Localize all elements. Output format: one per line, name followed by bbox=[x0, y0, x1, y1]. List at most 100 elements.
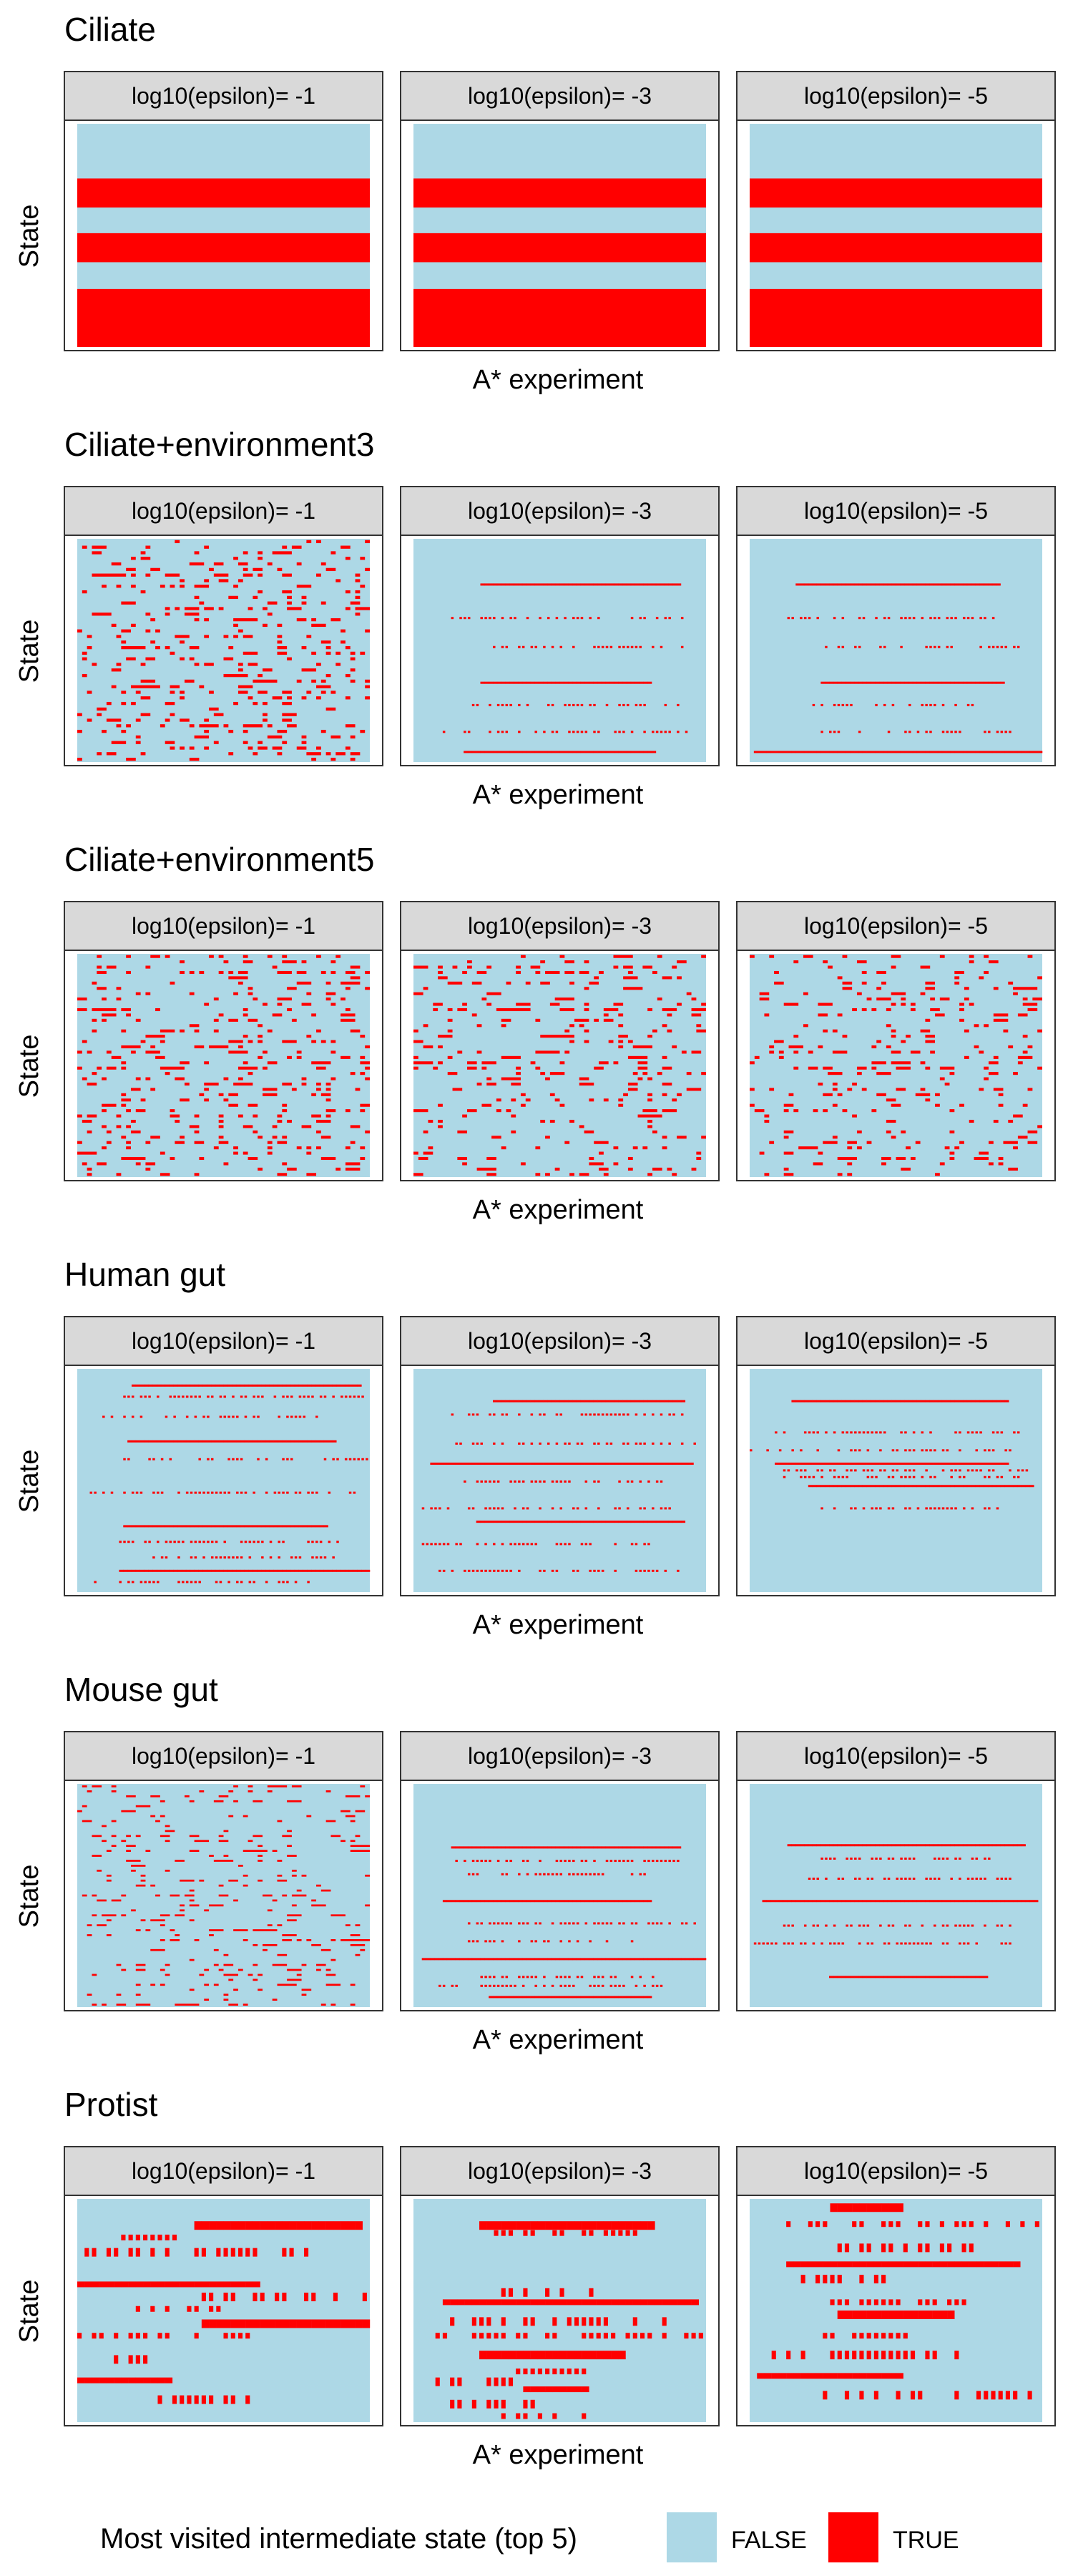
true-cell bbox=[858, 751, 863, 753]
true-cell bbox=[859, 2391, 864, 2400]
facet-strip bbox=[64, 1731, 383, 1781]
true-cell bbox=[97, 752, 102, 756]
true-cell bbox=[82, 657, 87, 660]
true-cell bbox=[925, 731, 928, 733]
true-cell bbox=[534, 1543, 537, 1546]
true-cell bbox=[277, 1002, 283, 1006]
true-cell bbox=[501, 1900, 506, 1903]
true-cell bbox=[516, 965, 521, 969]
true-cell bbox=[514, 1900, 519, 1903]
true-cell bbox=[248, 1525, 253, 1528]
true-cell bbox=[655, 1846, 661, 1849]
true-cell bbox=[912, 1400, 918, 1402]
true-cell bbox=[228, 595, 238, 600]
true-cell bbox=[569, 1173, 574, 1176]
true-cell bbox=[618, 1846, 623, 1849]
true-cell bbox=[966, 617, 970, 620]
true-cell bbox=[830, 2333, 835, 2339]
true-cell bbox=[597, 1463, 602, 1465]
true-cell bbox=[887, 1844, 892, 1847]
true-cell bbox=[576, 1976, 579, 1979]
true-cell bbox=[815, 2275, 820, 2284]
true-cell bbox=[464, 751, 469, 753]
true-cell bbox=[954, 2299, 959, 2306]
true-cell bbox=[833, 751, 838, 753]
true-cell bbox=[584, 1029, 589, 1033]
true-cell bbox=[850, 1976, 855, 1979]
true-cell bbox=[618, 1996, 623, 1999]
true-cell bbox=[989, 960, 999, 964]
true-cell bbox=[647, 1125, 653, 1128]
true-cell bbox=[325, 992, 336, 995]
true-cell bbox=[1013, 1431, 1016, 1434]
true-cell bbox=[145, 1141, 151, 1144]
true-cell bbox=[451, 1413, 454, 1416]
true-cell bbox=[82, 651, 87, 655]
true-cell bbox=[829, 1844, 834, 1847]
true-cell bbox=[841, 1844, 846, 1847]
true-cell bbox=[330, 618, 341, 622]
true-cell bbox=[366, 1569, 371, 1572]
section-title: Human gut bbox=[64, 1256, 225, 1293]
true-cell bbox=[601, 1922, 604, 1925]
true-cell bbox=[680, 1413, 684, 1416]
true-cell bbox=[614, 751, 619, 753]
true-cell bbox=[580, 1900, 585, 1903]
true-cell bbox=[584, 1922, 588, 1925]
true-cell bbox=[626, 1442, 629, 1445]
true-cell bbox=[883, 703, 886, 706]
true-cell bbox=[148, 1384, 153, 1387]
true-cell bbox=[170, 685, 180, 688]
true-cell bbox=[854, 1400, 859, 1402]
true-cell bbox=[218, 1119, 224, 1123]
true-cell bbox=[526, 1543, 529, 1546]
true-cell bbox=[135, 1525, 140, 1528]
true-cell bbox=[336, 1569, 341, 1572]
true-cells bbox=[77, 540, 370, 761]
true-cell bbox=[311, 1114, 321, 1118]
true-cell bbox=[859, 2311, 867, 2319]
true-cell bbox=[261, 1384, 266, 1387]
true-cell bbox=[114, 2333, 119, 2339]
true-cell bbox=[237, 579, 243, 582]
true-cell bbox=[759, 997, 770, 1001]
true-cell bbox=[842, 1035, 848, 1038]
true-cell bbox=[934, 1507, 936, 1510]
true-cell bbox=[360, 1103, 370, 1107]
true-cell bbox=[223, 673, 248, 678]
true-cell bbox=[438, 1103, 443, 1107]
true-cell bbox=[841, 583, 846, 586]
true-cell bbox=[535, 1050, 560, 1054]
true-cell bbox=[194, 1395, 197, 1398]
true-cell bbox=[969, 1119, 974, 1123]
true-cell bbox=[915, 1141, 921, 1144]
true-cell bbox=[979, 1878, 982, 1880]
true-cell bbox=[812, 1475, 815, 1478]
true-cell bbox=[77, 178, 370, 208]
true-cell bbox=[121, 1156, 146, 1161]
true-cell bbox=[887, 1857, 891, 1860]
true-cell bbox=[891, 583, 896, 586]
true-cell bbox=[157, 1440, 162, 1443]
true-cell bbox=[267, 1785, 288, 1787]
true-cell bbox=[457, 1050, 463, 1054]
true-cell bbox=[693, 1958, 698, 1961]
true-cell bbox=[518, 1900, 523, 1903]
true-cell bbox=[871, 1878, 873, 1880]
true-cell bbox=[177, 1491, 180, 1494]
true-cell bbox=[618, 1098, 624, 1102]
true-cell bbox=[771, 2351, 776, 2360]
true-cell bbox=[110, 1491, 114, 1494]
true-cell bbox=[925, 1463, 930, 1465]
true-cell bbox=[574, 2351, 582, 2360]
true-cell bbox=[664, 703, 667, 706]
true-cell bbox=[291, 1088, 297, 1091]
true-cell bbox=[630, 731, 634, 733]
true-cell bbox=[496, 1958, 501, 1961]
facet-strip bbox=[64, 901, 383, 951]
true-cell bbox=[496, 1521, 501, 1523]
true-cell bbox=[866, 681, 871, 684]
true-cell bbox=[320, 1040, 326, 1043]
true-cell bbox=[866, 1878, 870, 1880]
true-cell bbox=[559, 1976, 563, 1979]
